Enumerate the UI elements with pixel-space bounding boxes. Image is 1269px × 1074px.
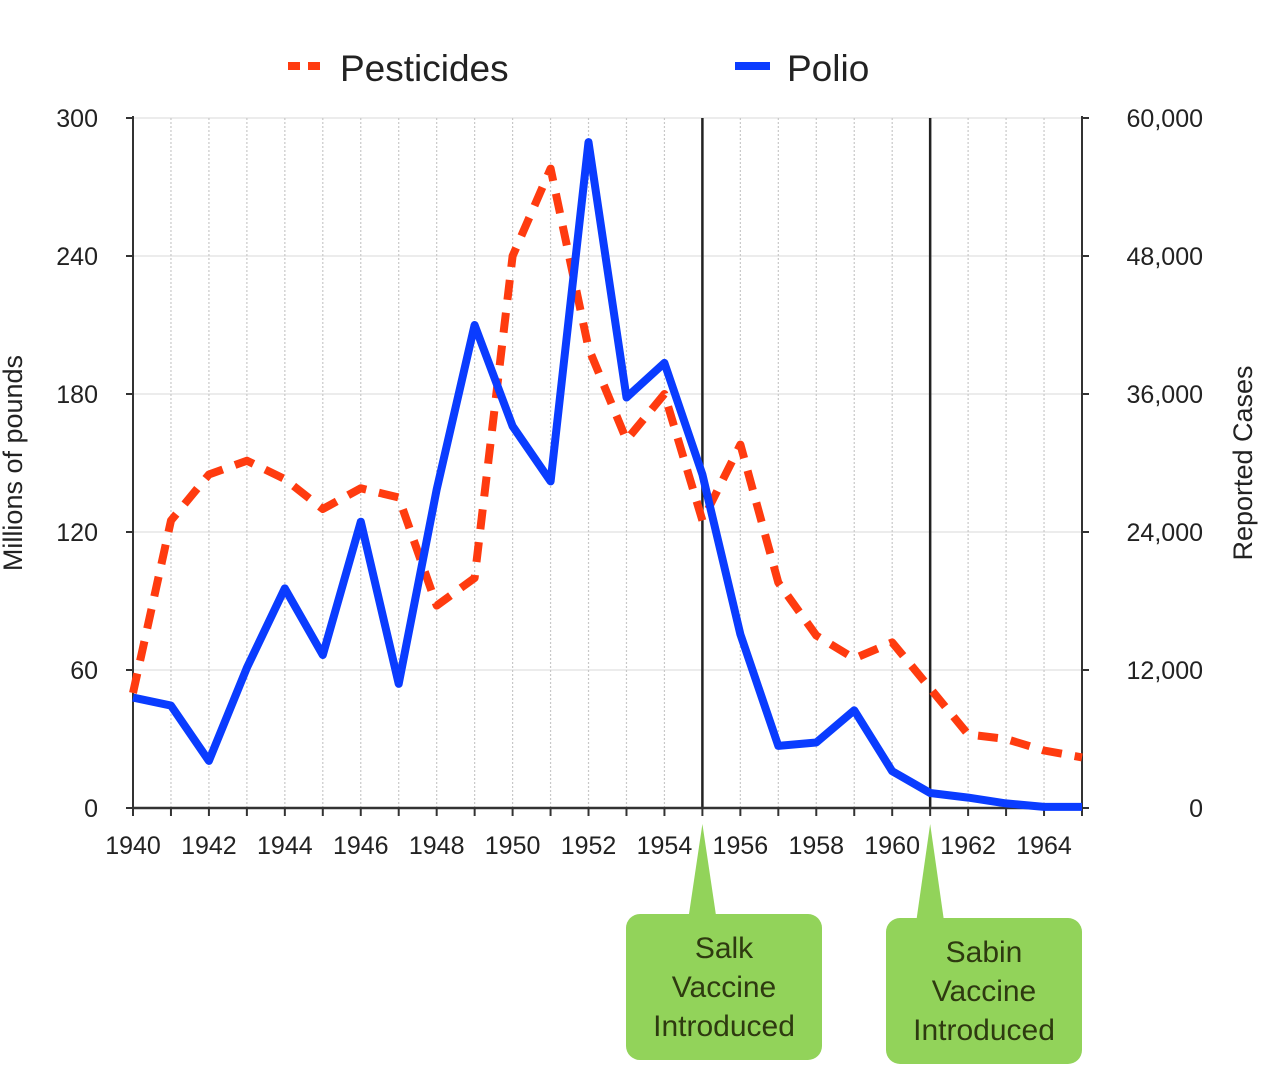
x-tick-label: 1946 <box>333 832 389 860</box>
left-axis-title: Millions of pounds <box>0 355 28 571</box>
right-tick-label: 0 <box>1189 795 1203 823</box>
legend: Pesticides Polio <box>288 48 869 89</box>
x-tick-label: 1944 <box>257 832 313 860</box>
left-tick-label: 60 <box>70 657 98 685</box>
callout-box <box>886 918 1082 1064</box>
callout-pointer <box>916 824 945 922</box>
callout-text-line: Sabin <box>946 936 1023 969</box>
x-tick-label: 1958 <box>788 832 844 860</box>
axes: 0 60 120 180 240 300 0 12,000 24,000 36,000 48,000… <box>0 105 1258 860</box>
annotations: Salk Vaccine Introduced Sabin Vaccine Introdu… <box>626 824 1082 1064</box>
x-tick-label: 1954 <box>637 832 693 860</box>
x-tick-label: 1940 <box>105 832 161 860</box>
series-line-polio <box>132 138 1082 811</box>
callout-text-line: Vaccine <box>932 975 1037 1008</box>
callout-text-line: Introduced <box>653 1010 795 1043</box>
legend-item-polio: Polio <box>735 48 869 89</box>
x-tick-label: 1960 <box>864 832 920 860</box>
left-tick-label: 300 <box>56 105 98 133</box>
right-tick-label: 60,000 <box>1127 105 1203 133</box>
x-tick-label: 1952 <box>561 832 617 860</box>
legend-label: Pesticides <box>340 48 509 89</box>
x-tick-label: 1942 <box>181 832 237 860</box>
left-tick-label: 120 <box>56 519 98 547</box>
callout-box <box>626 914 822 1060</box>
callout-salk: Salk Vaccine Introduced <box>626 824 822 1060</box>
callout-text-line: Introduced <box>913 1014 1055 1047</box>
x-tick-label: 1964 <box>1016 832 1072 860</box>
right-tick-label: 36,000 <box>1127 381 1203 409</box>
callout-text-line: Salk <box>695 932 754 965</box>
right-tick-label: 48,000 <box>1127 243 1203 271</box>
right-tick-label: 24,000 <box>1127 519 1203 547</box>
x-tick-label: 1956 <box>713 832 769 860</box>
callout-sabin: Sabin Vaccine Introduced <box>886 824 1082 1064</box>
x-tick-label: 1950 <box>485 832 541 860</box>
right-tick-label: 12,000 <box>1127 657 1203 685</box>
left-tick-label: 180 <box>56 381 98 409</box>
right-axis-title: Reported Cases <box>1228 365 1258 560</box>
series-line-pesticides <box>129 164 1083 762</box>
callout-pointer <box>688 824 717 918</box>
series <box>129 138 1083 811</box>
x-tick-label: 1962 <box>940 832 996 860</box>
callout-text-line: Vaccine <box>672 971 777 1004</box>
legend-label: Polio <box>787 48 869 89</box>
left-tick-label: 0 <box>84 795 98 823</box>
left-tick-label: 240 <box>56 243 98 271</box>
legend-item-pesticides: Pesticides <box>288 48 509 89</box>
x-tick-label: 1948 <box>409 832 465 860</box>
